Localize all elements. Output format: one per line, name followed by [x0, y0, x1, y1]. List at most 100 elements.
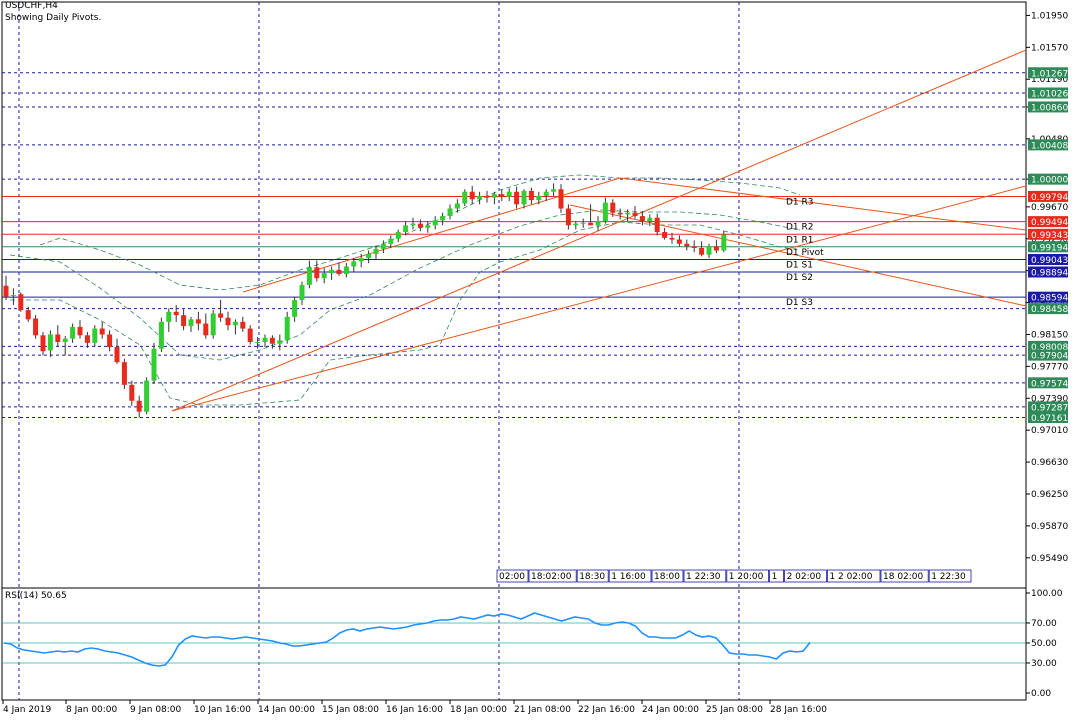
candle — [114, 347, 120, 363]
candle — [366, 253, 372, 259]
candle — [40, 335, 46, 352]
session-box — [784, 569, 827, 583]
price-tag — [1028, 340, 1068, 352]
candle — [306, 267, 312, 285]
rsi-panel-frame — [1, 587, 1027, 701]
candle — [284, 316, 290, 341]
price-tick-label: 1.01950 — [1031, 11, 1068, 21]
session-box — [496, 569, 529, 583]
candle — [166, 311, 172, 322]
time-tick-label: 22 Jan 16:00 — [578, 705, 635, 715]
rsi-label: RSI(14) 50.65 — [5, 591, 67, 601]
price-tag-label: 1.01026 — [1031, 90, 1068, 100]
bollinger-lower — [10, 221, 801, 406]
price-tag — [1028, 87, 1068, 99]
price-tag — [1028, 216, 1068, 228]
candle — [558, 189, 564, 209]
price-tick-label: 0.97390 — [1031, 394, 1068, 404]
price-tag — [1028, 349, 1068, 361]
price-tag — [1028, 241, 1068, 253]
price-tag — [1028, 303, 1068, 315]
price-tag-label: 1.00860 — [1031, 103, 1068, 113]
price-tag-label: 0.99494 — [1031, 218, 1068, 228]
candle — [617, 212, 623, 215]
session-box-label: 1 — [772, 572, 778, 582]
session-box — [769, 569, 784, 583]
price-tick-label: 0.98150 — [1031, 330, 1068, 340]
session-box-label: 1 22:30 — [686, 572, 721, 582]
candle — [321, 273, 327, 279]
candle — [70, 326, 76, 339]
candle — [403, 225, 409, 233]
pivot-label: D1 S3 — [786, 298, 813, 308]
price-tag — [1028, 101, 1068, 113]
candle — [277, 340, 283, 344]
candle — [299, 284, 305, 301]
session-box — [726, 569, 769, 583]
candle — [33, 318, 39, 336]
candle — [699, 247, 705, 255]
pivot-label: D1 S2 — [786, 273, 813, 283]
rsi-tick-label: 70.00 — [1031, 619, 1057, 629]
price-tick-label: 0.96630 — [1031, 458, 1068, 468]
price-tag — [1028, 173, 1068, 185]
candle — [62, 338, 68, 343]
price-tag-label: 0.98594 — [1031, 294, 1068, 304]
candle — [499, 194, 505, 197]
candle — [262, 337, 268, 343]
candle — [173, 311, 179, 316]
price-tag-label: 0.98894 — [1031, 268, 1068, 278]
main-panel-frame — [1, 1, 1027, 589]
candle — [440, 216, 446, 221]
session-box-label: 1 20:00 — [729, 572, 764, 582]
candle — [454, 203, 460, 209]
candle — [218, 313, 224, 318]
candle — [203, 323, 209, 336]
candle — [491, 194, 497, 198]
candle — [565, 208, 571, 226]
candle — [662, 232, 668, 238]
pivot-label: D1 S1 — [786, 260, 813, 270]
session-box — [683, 569, 727, 583]
price-tag-label: 0.97574 — [1031, 379, 1068, 389]
candle — [210, 313, 216, 336]
trend-line — [171, 185, 1027, 412]
candle — [610, 202, 616, 213]
bollinger-middle — [9, 209, 801, 361]
candle — [136, 400, 142, 412]
price-tick-label: 0.99670 — [1031, 203, 1068, 213]
candle — [625, 212, 631, 215]
candle — [484, 195, 490, 198]
rsi-line — [3, 612, 811, 667]
price-tag-label: 0.97287 — [1031, 403, 1068, 413]
price-tag — [1028, 377, 1068, 389]
candle — [314, 267, 320, 279]
price-tag-label: 0.97904 — [1031, 352, 1068, 362]
candle — [417, 223, 423, 228]
time-tick-label: 4 Jan 2019 — [3, 705, 51, 715]
candle — [425, 225, 431, 228]
pivot-label: D1 R2 — [786, 223, 814, 233]
candle — [99, 328, 105, 335]
candle — [654, 217, 660, 233]
candle — [92, 328, 98, 343]
candle — [158, 321, 164, 349]
candle — [595, 221, 601, 226]
price-tag-label: 0.98008 — [1031, 343, 1068, 353]
session-box-label: 1 16:00 — [611, 572, 646, 582]
candle — [3, 285, 9, 297]
time-tick-label: 14 Jan 00:00 — [258, 705, 315, 715]
candle — [10, 295, 16, 296]
candle — [676, 239, 682, 244]
rsi-tick-label: 100.00 — [1031, 589, 1063, 599]
candle — [588, 222, 594, 226]
price-tag-label: 1.00000 — [1031, 176, 1068, 186]
candle — [18, 294, 24, 311]
price-tag — [1028, 291, 1068, 303]
bollinger-upper — [39, 174, 801, 291]
price-tick-label: 1.01570 — [1031, 43, 1068, 53]
session-box-label: 18:02:00 — [531, 572, 572, 582]
price-tick-label: 0.97770 — [1031, 362, 1068, 372]
price-tag — [1028, 411, 1068, 423]
session-box-label: 2 02:00 — [787, 572, 822, 582]
